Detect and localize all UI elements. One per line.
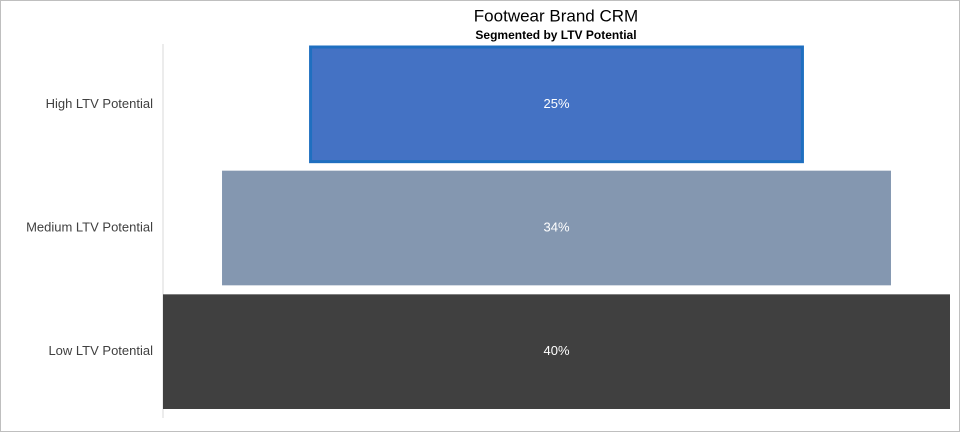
chart-subtitle: Segmented by LTV Potential bbox=[475, 28, 636, 42]
funnel-bar bbox=[309, 45, 804, 164]
data-label: 34% bbox=[543, 219, 569, 234]
category-label: Low LTV Potential bbox=[48, 343, 153, 358]
data-label: 40% bbox=[543, 343, 569, 358]
funnel-bar bbox=[222, 170, 891, 286]
category-label: High LTV Potential bbox=[46, 96, 154, 111]
funnel-bar bbox=[163, 294, 950, 409]
category-label: Medium LTV Potential bbox=[26, 219, 153, 234]
chart-title: Footwear Brand CRM bbox=[474, 6, 638, 25]
data-label: 25% bbox=[543, 96, 569, 111]
